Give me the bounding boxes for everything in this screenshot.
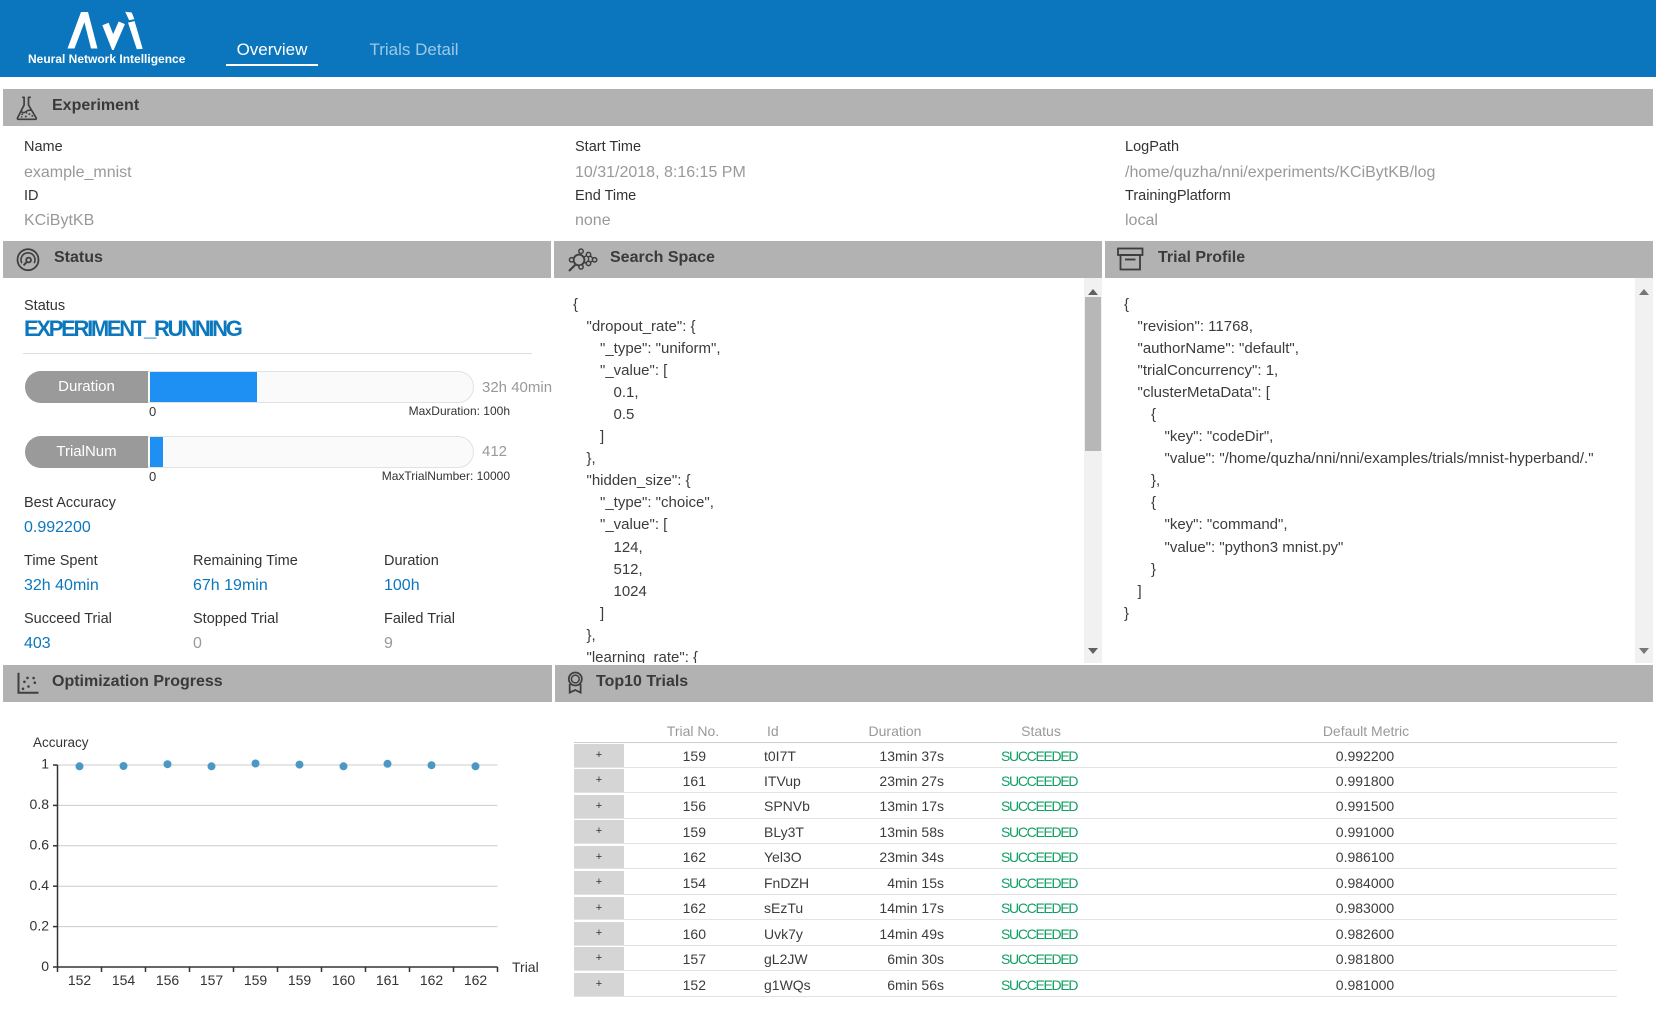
svg-text:159: 159 [244,972,268,988]
svg-text:0.8: 0.8 [30,796,50,812]
svg-text:0: 0 [41,958,49,974]
svg-text:0.4: 0.4 [30,877,50,893]
svg-text:0.6: 0.6 [30,837,50,853]
svg-text:159: 159 [288,972,312,988]
svg-text:Trial: Trial [512,959,539,975]
svg-text:162: 162 [464,972,488,988]
svg-text:1: 1 [41,756,49,772]
svg-text:162: 162 [420,972,444,988]
svg-text:0.2: 0.2 [30,918,50,934]
svg-text:160: 160 [332,972,356,988]
svg-text:154: 154 [112,972,136,988]
svg-text:161: 161 [376,972,400,988]
svg-text:156: 156 [156,972,180,988]
svg-text:152: 152 [68,972,92,988]
svg-text:Accuracy: Accuracy [33,735,89,750]
svg-text:157: 157 [200,972,224,988]
